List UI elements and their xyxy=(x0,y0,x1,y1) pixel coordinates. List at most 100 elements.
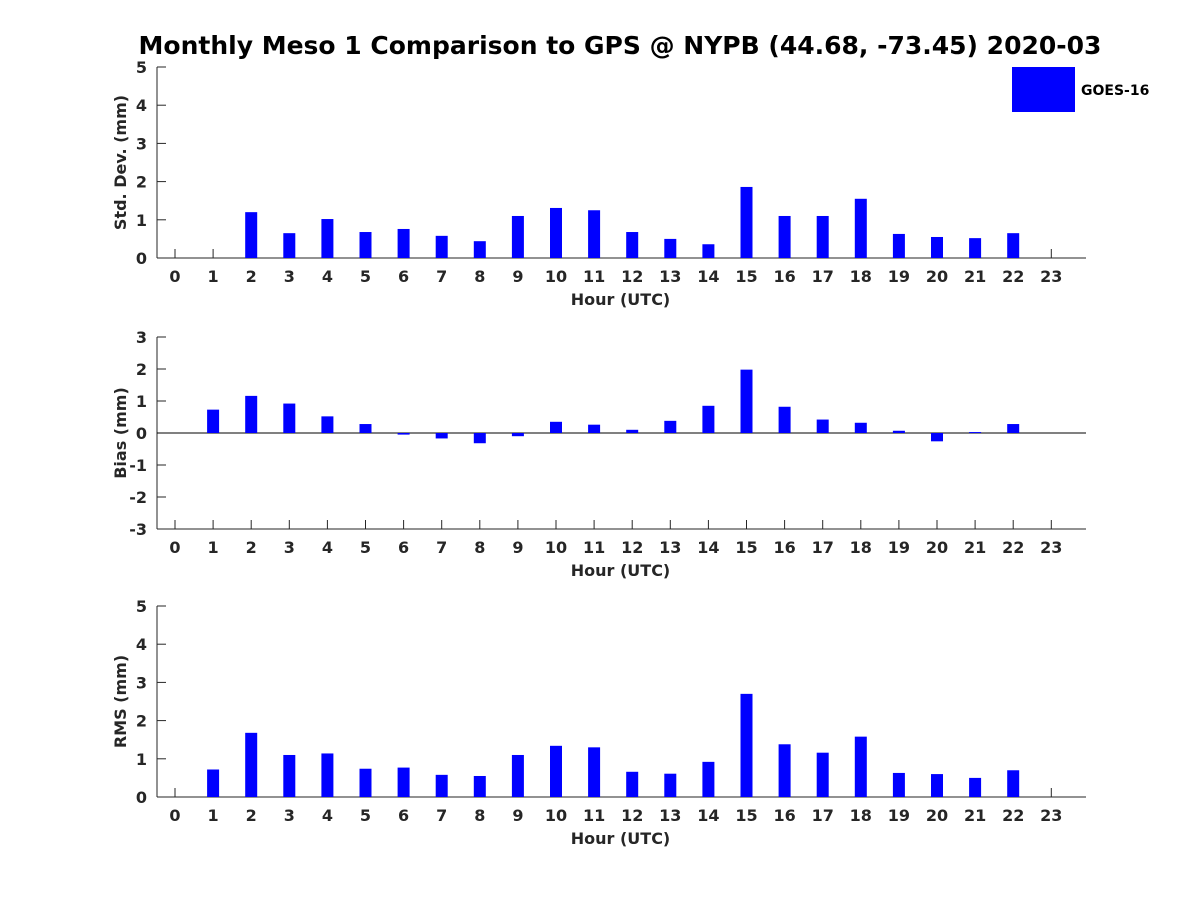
y-tick-label: -3 xyxy=(129,520,147,539)
x-tick-label: 12 xyxy=(621,538,643,557)
y-axis-label: Std. Dev. (mm) xyxy=(111,95,130,230)
bar xyxy=(588,747,601,797)
bar xyxy=(359,232,372,258)
y-tick-label: 3 xyxy=(136,673,147,692)
bar xyxy=(892,772,905,797)
bar xyxy=(435,433,448,439)
y-tick-label: 0 xyxy=(136,249,147,268)
bar xyxy=(550,745,562,797)
x-tick-label: 21 xyxy=(964,267,986,286)
bar xyxy=(511,433,524,437)
bar xyxy=(892,233,905,258)
x-tick-label: 16 xyxy=(773,806,795,825)
x-tick-label: 7 xyxy=(436,267,447,286)
bar xyxy=(321,416,334,433)
y-tick-label: 3 xyxy=(136,134,147,153)
bar xyxy=(816,752,829,797)
x-tick-label: 11 xyxy=(583,806,605,825)
bar xyxy=(816,215,829,258)
x-tick-label: 2 xyxy=(246,806,257,825)
bar xyxy=(664,238,677,258)
x-tick-label: 20 xyxy=(926,806,948,825)
bar xyxy=(931,236,943,258)
bar xyxy=(550,207,562,258)
bar xyxy=(245,732,258,797)
bar xyxy=(207,409,220,433)
y-tick-label: 4 xyxy=(136,96,147,115)
bar xyxy=(245,212,258,258)
bar xyxy=(473,241,486,258)
x-tick-label: 0 xyxy=(169,538,180,557)
bar xyxy=(588,210,601,258)
x-tick-label: 21 xyxy=(964,806,986,825)
bar xyxy=(626,429,639,433)
x-tick-label: 18 xyxy=(850,267,872,286)
legend-label: GOES-16 xyxy=(1081,83,1149,99)
x-tick-label: 16 xyxy=(773,538,795,557)
x-tick-label: 15 xyxy=(735,806,757,825)
bar xyxy=(778,215,791,258)
bar xyxy=(626,232,639,258)
bar xyxy=(1007,233,1020,258)
bar xyxy=(626,771,639,797)
bar xyxy=(778,406,791,433)
bar xyxy=(816,419,829,433)
chart-title: Monthly Meso 1 Comparison to GPS @ NYPB … xyxy=(139,31,1102,60)
bar xyxy=(778,744,791,797)
bar xyxy=(702,244,715,258)
y-tick-label: 2 xyxy=(136,360,147,379)
bar xyxy=(321,753,334,797)
x-tick-label: 18 xyxy=(850,538,872,557)
x-tick-label: 15 xyxy=(735,538,757,557)
bar xyxy=(397,767,410,797)
x-tick-label: 20 xyxy=(926,538,948,557)
x-tick-label: 19 xyxy=(888,806,910,825)
x-tick-label: 8 xyxy=(474,267,485,286)
y-tick-label: 1 xyxy=(136,392,147,411)
x-tick-label: 1 xyxy=(208,538,219,557)
bar xyxy=(207,769,220,797)
x-tick-label: 14 xyxy=(697,538,719,557)
x-tick-label: 9 xyxy=(512,538,523,557)
x-tick-label: 2 xyxy=(246,267,257,286)
x-tick-label: 19 xyxy=(888,538,910,557)
bar xyxy=(854,422,867,433)
x-tick-label: 1 xyxy=(208,806,219,825)
x-tick-label: 23 xyxy=(1040,538,1062,557)
y-tick-label: 1 xyxy=(136,211,147,230)
y-tick-label: -2 xyxy=(129,488,147,507)
bar xyxy=(435,235,448,258)
x-tick-label: 0 xyxy=(169,267,180,286)
x-tick-label: 16 xyxy=(773,267,795,286)
x-tick-label: 11 xyxy=(583,267,605,286)
bar xyxy=(435,774,448,797)
x-tick-label: 7 xyxy=(436,806,447,825)
bar xyxy=(397,228,410,258)
x-tick-label: 10 xyxy=(545,806,567,825)
bar xyxy=(473,433,486,444)
x-tick-label: 15 xyxy=(735,267,757,286)
bar xyxy=(740,693,753,797)
bar xyxy=(359,768,372,797)
x-tick-label: 12 xyxy=(621,267,643,286)
x-tick-label: 7 xyxy=(436,538,447,557)
x-tick-label: 5 xyxy=(360,267,371,286)
y-tick-label: -1 xyxy=(129,456,147,475)
bar xyxy=(969,432,982,434)
y-tick-label: 5 xyxy=(136,58,147,77)
x-tick-label: 20 xyxy=(926,267,948,286)
bar xyxy=(1007,770,1020,797)
y-tick-label: 2 xyxy=(136,712,147,731)
x-tick-label: 22 xyxy=(1002,538,1024,557)
x-axis-label: Hour (UTC) xyxy=(571,829,671,848)
bar xyxy=(359,424,372,433)
bar xyxy=(550,421,562,433)
bar xyxy=(283,233,296,258)
y-tick-label: 5 xyxy=(136,597,147,616)
x-tick-label: 11 xyxy=(583,538,605,557)
x-tick-label: 3 xyxy=(284,806,295,825)
y-tick-label: 2 xyxy=(136,173,147,192)
